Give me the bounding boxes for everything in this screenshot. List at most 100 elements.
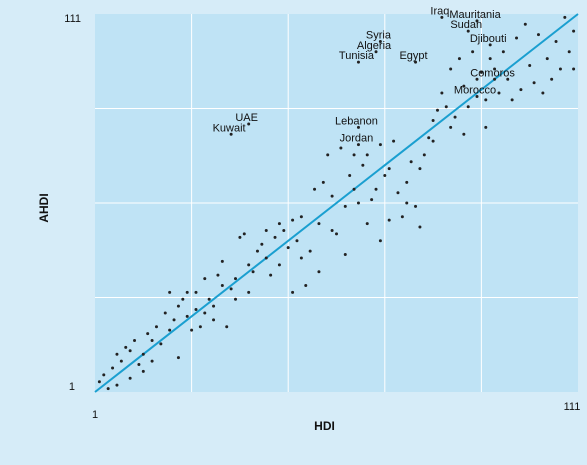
data-point — [528, 64, 532, 68]
data-point — [260, 242, 264, 246]
data-point — [409, 160, 413, 164]
data-point — [378, 143, 382, 147]
data-point — [216, 273, 220, 277]
data-point — [277, 222, 281, 226]
data-point — [558, 67, 562, 71]
data-point — [317, 222, 321, 226]
data-point — [352, 153, 356, 157]
data-point — [317, 270, 321, 274]
country-label: Sudan — [450, 19, 482, 31]
data-point — [185, 290, 189, 294]
data-point — [471, 50, 475, 54]
data-point — [462, 132, 466, 136]
data-point — [255, 249, 259, 253]
country-label: Algeria — [357, 40, 392, 52]
data-point — [141, 369, 145, 373]
data-point — [229, 287, 233, 291]
data-point — [418, 225, 422, 229]
country-label: Tunisia — [339, 50, 375, 62]
data-point — [335, 232, 338, 236]
data-point — [128, 349, 132, 353]
data-point — [365, 153, 369, 157]
country-label: Egypt — [399, 50, 427, 62]
data-point — [203, 277, 207, 281]
data-point — [418, 167, 422, 171]
data-point — [523, 22, 527, 26]
data-point — [457, 57, 461, 61]
data-points — [97, 15, 576, 391]
data-point — [414, 204, 418, 208]
country-label: Morocco — [454, 84, 496, 96]
data-point — [475, 94, 479, 98]
data-point — [563, 15, 567, 19]
data-point — [479, 70, 483, 74]
data-point — [449, 67, 453, 71]
data-point — [330, 228, 334, 232]
data-point — [550, 77, 554, 81]
data-point — [181, 297, 185, 301]
x-tick-max: 111 — [564, 401, 581, 413]
data-point — [427, 136, 431, 140]
data-point — [414, 60, 418, 64]
data-point — [247, 122, 251, 126]
data-point — [273, 235, 277, 239]
data-point — [115, 383, 119, 387]
data-point — [493, 67, 497, 71]
country-label: Djibouti — [470, 33, 507, 45]
data-point — [343, 204, 347, 208]
data-point — [251, 270, 255, 274]
data-point — [365, 222, 369, 226]
country-label: Syria — [366, 29, 392, 41]
y-tick-min: 1 — [69, 381, 75, 393]
x-tick-min: 1 — [92, 409, 98, 421]
x-axis-label: HDI — [314, 419, 335, 433]
data-point — [264, 256, 268, 260]
data-point — [493, 77, 497, 81]
y-axis-label: AHDI — [37, 193, 51, 222]
data-point — [339, 146, 343, 150]
data-point — [308, 249, 312, 253]
data-point — [97, 380, 101, 384]
data-point — [488, 57, 492, 61]
data-point — [326, 153, 330, 157]
data-point — [545, 57, 549, 61]
data-point — [128, 376, 132, 380]
data-point — [361, 163, 365, 167]
data-point — [536, 33, 540, 37]
data-point — [440, 91, 444, 95]
data-point — [304, 283, 308, 287]
data-point — [348, 174, 352, 178]
data-point — [330, 194, 334, 198]
data-point — [124, 345, 128, 349]
data-point — [449, 125, 453, 129]
data-point — [501, 50, 505, 54]
data-point — [356, 125, 360, 129]
data-point — [405, 201, 409, 205]
country-label: Lebanon — [335, 115, 378, 127]
data-point — [242, 232, 246, 236]
data-point — [291, 218, 295, 222]
data-point — [506, 77, 510, 81]
data-point — [299, 256, 303, 260]
data-point — [488, 43, 492, 47]
data-point — [295, 239, 299, 243]
data-point — [220, 259, 224, 263]
country-label: Jordan — [340, 133, 374, 145]
data-point — [119, 359, 123, 363]
country-label: Kuwait — [213, 122, 246, 134]
data-point — [532, 81, 536, 85]
data-point — [194, 290, 198, 294]
data-point — [115, 352, 119, 356]
data-point — [541, 91, 545, 95]
data-point — [133, 338, 137, 342]
data-point — [291, 290, 295, 294]
data-point — [356, 143, 360, 147]
data-point — [440, 15, 444, 19]
data-point — [383, 174, 387, 178]
data-point — [229, 132, 233, 136]
data-point — [264, 228, 268, 232]
data-point — [220, 283, 224, 287]
data-point — [141, 352, 145, 356]
data-point — [444, 105, 448, 109]
data-point — [405, 180, 409, 184]
